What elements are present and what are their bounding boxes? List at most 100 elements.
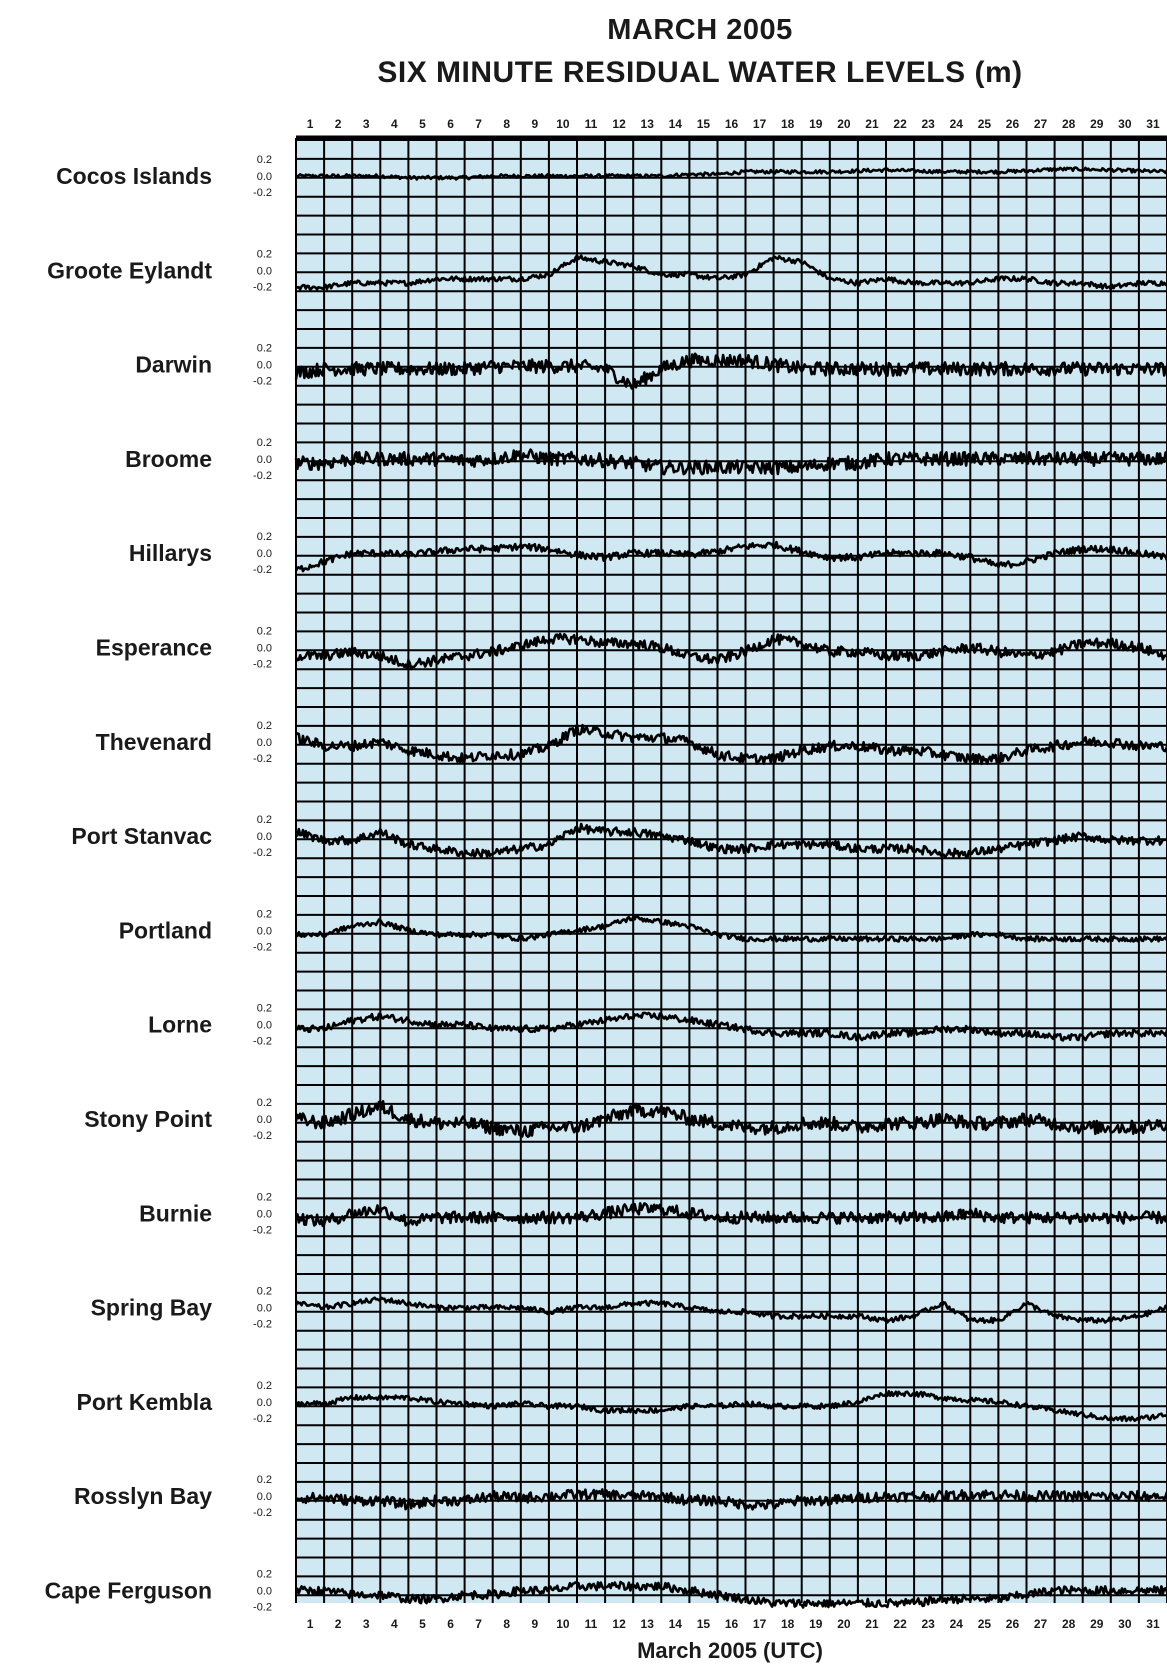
y-tick-label: 0.0 bbox=[257, 737, 272, 749]
y-tick-label: 0.0 bbox=[257, 1303, 272, 1315]
x-tick-label-top: 4 bbox=[391, 117, 398, 131]
y-tick-label: 0.2 bbox=[257, 720, 272, 732]
y-tick-label: -0.2 bbox=[253, 187, 272, 199]
station-label: Portland bbox=[119, 917, 212, 943]
y-tick-label: 0.0 bbox=[257, 360, 272, 372]
chart-title-line-1: MARCH 2005 bbox=[607, 14, 793, 46]
x-tick-label-top: 18 bbox=[781, 117, 795, 131]
x-tick-label-top: 28 bbox=[1062, 117, 1076, 131]
x-tick-label-bottom: 17 bbox=[753, 1617, 767, 1631]
y-tick-label: 0.0 bbox=[257, 1208, 272, 1220]
x-tick-label-bottom: 20 bbox=[837, 1617, 851, 1631]
x-tick-label-top: 25 bbox=[978, 117, 992, 131]
y-tick-label: -0.2 bbox=[253, 753, 272, 765]
x-tick-label-top: 26 bbox=[1006, 117, 1020, 131]
x-tick-label-bottom: 28 bbox=[1062, 1617, 1076, 1631]
x-tick-label-bottom: 12 bbox=[612, 1617, 626, 1631]
station-label: Esperance bbox=[96, 635, 212, 661]
series-line bbox=[295, 723, 1167, 766]
x-tick-label-bottom: 19 bbox=[809, 1617, 823, 1631]
x-tick-label-top: 2 bbox=[335, 117, 342, 131]
y-tick-label: -0.2 bbox=[253, 1507, 272, 1519]
x-tick-label-top: 24 bbox=[950, 117, 964, 131]
x-tick-label-top: 31 bbox=[1146, 117, 1160, 131]
y-tick-label: 0.0 bbox=[257, 454, 272, 466]
x-tick-label-bottom: 5 bbox=[419, 1617, 426, 1631]
x-tick-label-top: 9 bbox=[531, 117, 538, 131]
x-tick-label-top: 23 bbox=[921, 117, 935, 131]
y-tick-label: 0.0 bbox=[257, 925, 272, 937]
x-tick-label-bottom: 30 bbox=[1118, 1617, 1132, 1631]
x-tick-label-top: 12 bbox=[612, 117, 626, 131]
series-line bbox=[294, 1390, 1167, 1423]
x-tick-label-bottom: 9 bbox=[531, 1617, 538, 1631]
station-label: Cocos Islands bbox=[56, 163, 212, 189]
series-line bbox=[294, 352, 1167, 390]
series-line bbox=[294, 632, 1167, 671]
x-tick-label-top: 8 bbox=[503, 117, 510, 131]
y-tick-label: -0.2 bbox=[253, 1413, 272, 1425]
x-tick-label-bottom: 8 bbox=[503, 1617, 510, 1631]
x-tick-label-bottom: 26 bbox=[1006, 1617, 1020, 1631]
x-tick-label-top: 7 bbox=[475, 117, 482, 131]
x-tick-label-top: 10 bbox=[556, 117, 570, 131]
x-tick-label-top: 1 bbox=[307, 117, 314, 131]
station-label: Port Stanvac bbox=[71, 823, 212, 849]
plot-background bbox=[296, 138, 1167, 1603]
x-tick-label-bottom: 4 bbox=[391, 1617, 398, 1631]
series-line bbox=[295, 254, 1167, 291]
station-label: Darwin bbox=[135, 352, 212, 378]
series-line bbox=[295, 1488, 1167, 1511]
station-label: Groote Eylandt bbox=[47, 257, 212, 283]
y-tick-label: 0.0 bbox=[257, 643, 272, 655]
x-tick-label-top: 30 bbox=[1118, 117, 1132, 131]
x-tick-label-top: 13 bbox=[641, 117, 655, 131]
y-tick-label: -0.2 bbox=[253, 847, 272, 859]
y-tick-label: -0.2 bbox=[253, 659, 272, 671]
x-tick-label-top: 5 bbox=[419, 117, 426, 131]
y-tick-label: 0.2 bbox=[257, 1003, 272, 1015]
y-tick-label: -0.2 bbox=[253, 1224, 272, 1236]
x-tick-label-bottom: 6 bbox=[447, 1617, 454, 1631]
x-tick-label-top: 27 bbox=[1034, 117, 1048, 131]
series-line bbox=[294, 822, 1167, 859]
station-label: Port Kembla bbox=[77, 1389, 213, 1415]
y-tick-label: -0.2 bbox=[253, 376, 272, 388]
x-tick-label-top: 14 bbox=[669, 117, 683, 131]
y-tick-label: 0.2 bbox=[257, 531, 272, 543]
y-tick-label: -0.2 bbox=[253, 1130, 272, 1142]
x-tick-label-top: 22 bbox=[893, 117, 907, 131]
y-tick-label: 0.2 bbox=[257, 814, 272, 826]
station-label: Thevenard bbox=[96, 729, 212, 755]
station-label: Burnie bbox=[139, 1200, 212, 1226]
station-label: Stony Point bbox=[84, 1106, 212, 1132]
y-tick-label: 0.0 bbox=[257, 831, 272, 843]
y-tick-label: 0.2 bbox=[257, 437, 272, 449]
x-axis-label: March 2005 (UTC) bbox=[637, 1638, 823, 1663]
series-line bbox=[294, 1296, 1167, 1325]
y-tick-label: 0.2 bbox=[257, 1569, 272, 1581]
y-tick-label: 0.2 bbox=[257, 626, 272, 638]
y-tick-label: 0.2 bbox=[257, 1286, 272, 1298]
y-tick-label: -0.2 bbox=[253, 1036, 272, 1048]
series-line bbox=[294, 448, 1167, 476]
x-tick-label-bottom: 14 bbox=[669, 1617, 683, 1631]
y-tick-label: 0.0 bbox=[257, 548, 272, 560]
y-tick-label: 0.0 bbox=[257, 1114, 272, 1126]
x-tick-label-top: 19 bbox=[809, 117, 823, 131]
x-tick-label-bottom: 24 bbox=[950, 1617, 964, 1631]
y-tick-label: -0.2 bbox=[253, 1319, 272, 1331]
y-tick-label: 0.0 bbox=[257, 1491, 272, 1503]
y-tick-label: 0.0 bbox=[257, 1397, 272, 1409]
y-tick-label: 0.2 bbox=[257, 248, 272, 260]
station-label: Spring Bay bbox=[91, 1295, 213, 1321]
x-tick-label-bottom: 21 bbox=[865, 1617, 879, 1631]
x-tick-label-bottom: 2 bbox=[335, 1617, 342, 1631]
y-tick-label: 0.2 bbox=[257, 343, 272, 355]
x-tick-label-bottom: 13 bbox=[641, 1617, 655, 1631]
x-tick-label-top: 20 bbox=[837, 117, 851, 131]
x-tick-label-bottom: 25 bbox=[978, 1617, 992, 1631]
x-tick-label-bottom: 15 bbox=[697, 1617, 711, 1631]
y-tick-label: -0.2 bbox=[253, 1602, 272, 1614]
series-line bbox=[295, 166, 1167, 181]
